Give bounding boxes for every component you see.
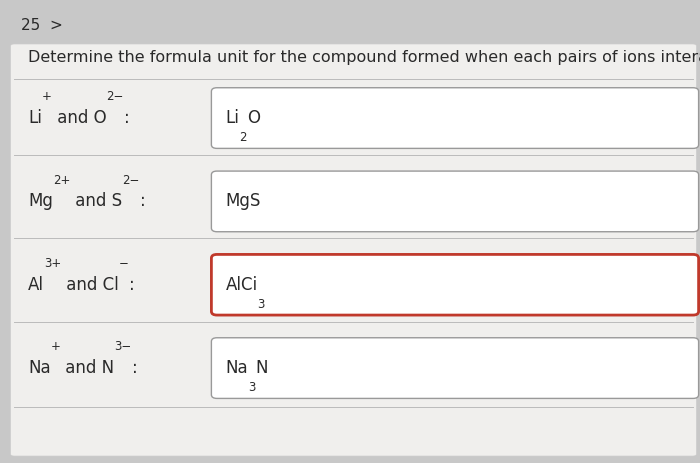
Text: +: + [50, 340, 60, 353]
Text: and O: and O [52, 109, 106, 127]
FancyBboxPatch shape [211, 88, 699, 148]
Text: 3−: 3− [115, 340, 132, 353]
Text: 3+: 3+ [44, 257, 62, 270]
Text: :: : [132, 359, 138, 377]
Text: :: : [124, 109, 130, 127]
Text: 3: 3 [248, 381, 256, 394]
Text: and Cl: and Cl [62, 276, 119, 294]
Text: −: − [119, 257, 129, 270]
Text: N: N [256, 359, 268, 377]
Text: 2: 2 [239, 131, 247, 144]
Text: Na: Na [225, 359, 248, 377]
Text: MgS: MgS [225, 193, 261, 210]
Text: 25  >: 25 > [21, 18, 63, 33]
Text: Mg: Mg [28, 193, 53, 210]
Text: :: : [140, 193, 146, 210]
Text: :: : [129, 276, 134, 294]
Text: Al: Al [28, 276, 44, 294]
Text: O: O [247, 109, 260, 127]
Text: Li: Li [225, 109, 239, 127]
Text: Na: Na [28, 359, 50, 377]
Text: Determine the formula unit for the compound formed when each pairs of ions inter: Determine the formula unit for the compo… [28, 50, 700, 65]
FancyBboxPatch shape [211, 171, 699, 232]
Text: and S: and S [70, 193, 122, 210]
Text: AlCi: AlCi [225, 276, 258, 294]
FancyBboxPatch shape [10, 44, 696, 456]
Text: and N: and N [60, 359, 115, 377]
Text: 3: 3 [258, 298, 265, 311]
Text: +: + [42, 90, 52, 103]
FancyBboxPatch shape [211, 254, 699, 315]
Text: 2−: 2− [122, 174, 140, 187]
Text: 2+: 2+ [53, 174, 70, 187]
Text: 2−: 2− [106, 90, 124, 103]
Text: Li: Li [28, 109, 42, 127]
FancyBboxPatch shape [211, 338, 699, 398]
Bar [0, 0, 700, 42]
